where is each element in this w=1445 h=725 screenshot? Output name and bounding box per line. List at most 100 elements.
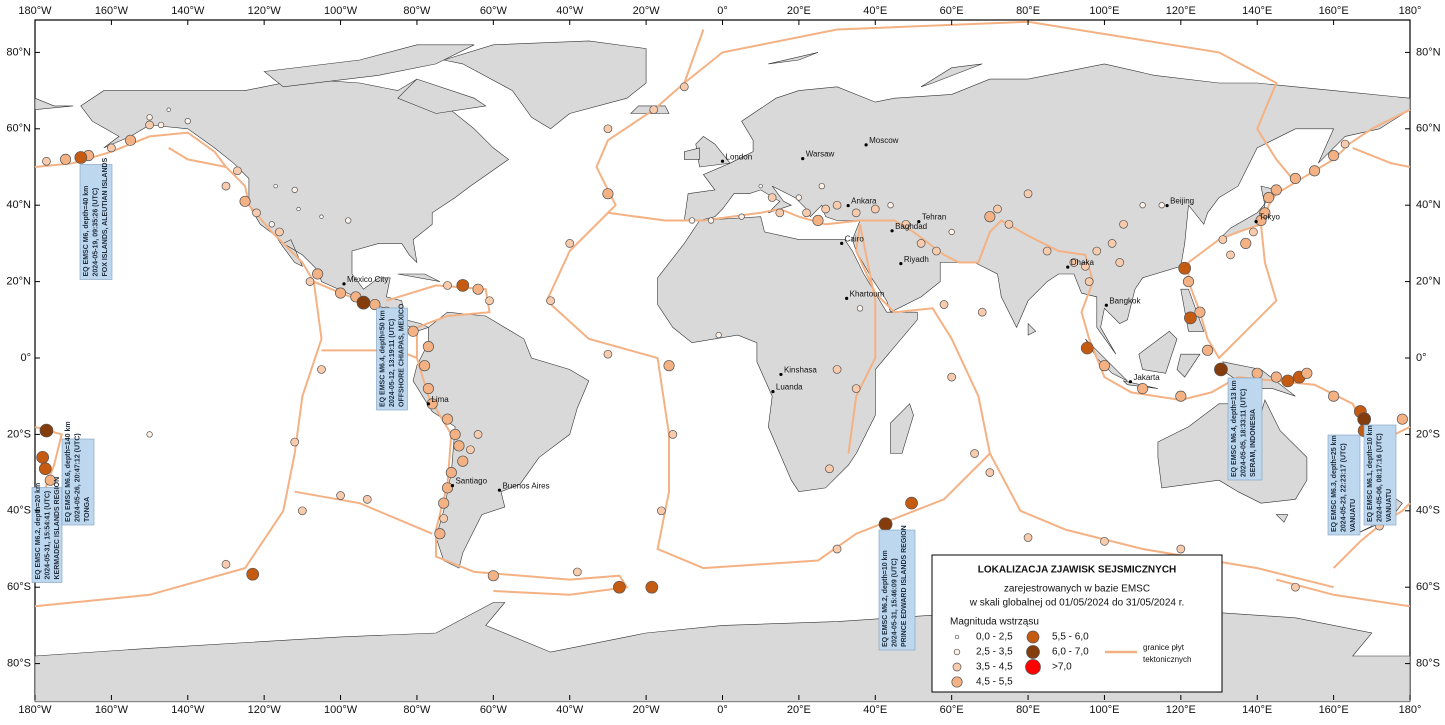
earthquake — [184, 118, 191, 125]
city-label: Tehran — [922, 213, 946, 222]
city-dot — [864, 143, 868, 147]
earthquake — [887, 202, 894, 209]
annotation-box — [878, 529, 916, 651]
earthquake — [657, 506, 666, 516]
earthquake — [252, 208, 261, 218]
city-dot — [1104, 303, 1108, 307]
city-label: Ankara — [851, 197, 877, 206]
earthquake — [795, 194, 803, 201]
legend-label: 2,5 - 3,5 — [976, 647, 1013, 658]
city-dot — [779, 372, 783, 377]
city-dot — [450, 483, 455, 488]
earthquake — [767, 193, 777, 202]
earthquake — [1202, 344, 1214, 356]
lon-tick-label: 140°W — [171, 5, 205, 17]
lon-tick-label: 120°W — [248, 5, 282, 17]
legend-label: 4,5 - 5,5 — [976, 677, 1013, 688]
lat-tick-label: 40°N — [1416, 199, 1441, 211]
annotation-text: OFFSHORE CHIAPAS, MEXICO — [398, 303, 405, 407]
earthquake — [825, 464, 834, 474]
earthquake — [905, 496, 918, 510]
lat-tick-label: 60°N — [6, 123, 31, 135]
earthquake — [939, 300, 949, 309]
annotation-box — [1363, 424, 1397, 526]
lon-tick-label: 180° — [1399, 704, 1422, 716]
city-dot — [846, 203, 850, 208]
legend-swatch — [951, 676, 963, 688]
lon-tick-label: 160°E — [1319, 704, 1349, 716]
annotation-text: EQ EMSC M6.2, depth=20 km — [35, 483, 42, 580]
earthquake — [273, 183, 278, 189]
earthquake — [472, 283, 484, 295]
lat-tick-label: 60°N — [1416, 123, 1441, 135]
legend-box — [931, 554, 1223, 693]
earthquake — [39, 423, 54, 438]
annotation-text: PRINCE EDWARD ISLANDS REGION — [901, 525, 908, 647]
legend-plates-label: tektonicznych — [1143, 655, 1191, 664]
annotation: EQ EMSC M6.2, depth=10 km 2024-05-31, 15:… — [878, 525, 916, 651]
annotation-text: 2024-05-06, 08:17:16 (UTC) — [1376, 433, 1383, 522]
lat-tick-label: 20°S — [1416, 428, 1440, 440]
earthquake — [157, 121, 165, 129]
lon-tick-label: 40°E — [863, 5, 887, 17]
earthquake — [275, 227, 284, 237]
earthquake — [916, 239, 926, 248]
earthquake — [565, 239, 575, 248]
legend-subtitle: zarejestrowanych w bazie EMSC — [1004, 584, 1150, 595]
lat-tick-label: 40°S — [7, 505, 31, 517]
city-label: Warsaw — [806, 150, 835, 159]
annotation-text: TONGA — [84, 497, 91, 522]
earthquake — [1184, 311, 1197, 325]
landmass — [890, 403, 914, 454]
lon-tick-label: 80°W — [403, 5, 431, 17]
legend-plates-label: granice płyt — [1143, 643, 1185, 652]
legend-label: >7,0 — [1052, 662, 1072, 673]
annotation-text: 2024-05-12, 13:19:11 (UTC) — [389, 319, 396, 407]
earthquake — [812, 214, 824, 227]
earthquake — [60, 153, 72, 165]
plate-boundary — [1352, 146, 1411, 168]
annotation-text: 2024-05-31, 15:46:09 (UTC) — [891, 558, 898, 647]
earthquake — [317, 365, 326, 374]
legend-label: 3,5 - 4,5 — [976, 662, 1013, 673]
earthquake — [1158, 202, 1165, 209]
earthquake — [1115, 258, 1125, 267]
earthquake — [439, 514, 449, 523]
earthquake — [668, 430, 678, 439]
annotation: EQ EMSC M6.1, depth=10 km 2024-05-06, 08:… — [1363, 424, 1397, 526]
lon-tick-label: 60°W — [480, 704, 508, 716]
legend-magnitude-title: Magnituda wstrząsu — [950, 617, 1039, 628]
earthquake — [679, 82, 689, 92]
earthquake — [1098, 360, 1110, 372]
lat-tick-label: 80°N — [6, 46, 31, 58]
lat-tick-label: 80°N — [1416, 46, 1441, 58]
city-dot — [899, 262, 903, 266]
landmass — [695, 136, 731, 168]
lon-tick-label: 80°E — [1016, 5, 1040, 17]
earthquake — [947, 372, 957, 382]
lon-tick-label: 100°W — [324, 5, 358, 17]
ticks: 180°W 180°W 160°W 160°W 140°W 140°W 120°W 120°W… — [6, 5, 1440, 716]
city-label: Moscow — [869, 136, 899, 145]
city-dot — [1128, 380, 1133, 384]
earthquake — [1226, 250, 1235, 260]
lon-tick-label: 20°W — [633, 5, 661, 17]
earthquake — [649, 105, 659, 115]
earthquake — [1092, 246, 1102, 256]
city-label: Khartoum — [850, 290, 885, 299]
lat-tick-label: 0° — [20, 352, 31, 364]
plate-boundary — [607, 207, 1411, 444]
landmass — [920, 63, 983, 88]
earthquake — [38, 462, 52, 476]
earthquake — [851, 208, 861, 218]
annotation: EQ EMSC M6.4, depth=50 km 2024-05-12, 13:… — [376, 303, 408, 411]
earthquake — [44, 474, 56, 486]
annotation-text: EQ EMSC M6.1, depth=10 km — [1367, 425, 1374, 522]
earthquake — [239, 195, 251, 207]
earthquake — [466, 445, 475, 455]
earthquake — [1270, 184, 1282, 196]
annotation: EQ EMSC M6, depth=40 km 2024-05-19, 09:35… — [79, 157, 113, 280]
lat-tick-label: 60°S — [7, 581, 31, 593]
city-label: Riyadh — [904, 255, 929, 264]
